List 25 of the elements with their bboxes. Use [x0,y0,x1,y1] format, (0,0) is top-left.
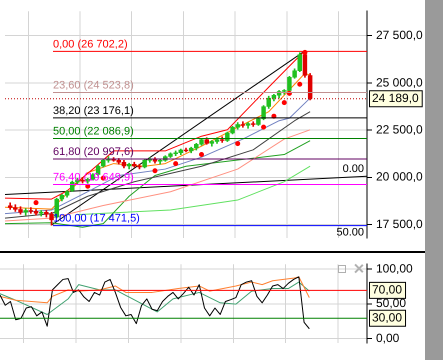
y-tick-label: 22 500,0 [376,122,424,136]
ref-line-label: 38,20 (23 176,1) [53,104,134,117]
point [152,168,158,174]
point [34,200,39,206]
y-tick-label: 25 000,0 [376,75,424,90]
y-tick-label: 20 000,0 [376,170,424,184]
point [235,141,240,146]
annotation: 50.00 [336,226,364,238]
point [173,161,178,166]
y-tick-label: 17 500,0 [376,216,424,231]
annotation: 0.00 [342,162,364,175]
ref-line-label: 30,00 [372,310,402,325]
y-tick-label: 50,00 [376,296,406,310]
point [199,152,204,158]
point [261,124,266,130]
y-tick-label: 100,00 [376,261,414,276]
point [297,82,302,87]
ref-line-label: 23,60 (24 523,8) [53,79,134,92]
ref-line-label: 24 189,0 [372,91,420,106]
y-tick-label: 0,00 [376,330,400,345]
point [282,100,287,106]
ref-line-label: 50,00 (22 086,9) [53,125,134,138]
ref-line-label: 70,00 [372,282,402,297]
ref-line-label: 0,00 (26 702,2) [53,38,128,50]
y-tick-label: 27 500,0 [376,28,424,42]
